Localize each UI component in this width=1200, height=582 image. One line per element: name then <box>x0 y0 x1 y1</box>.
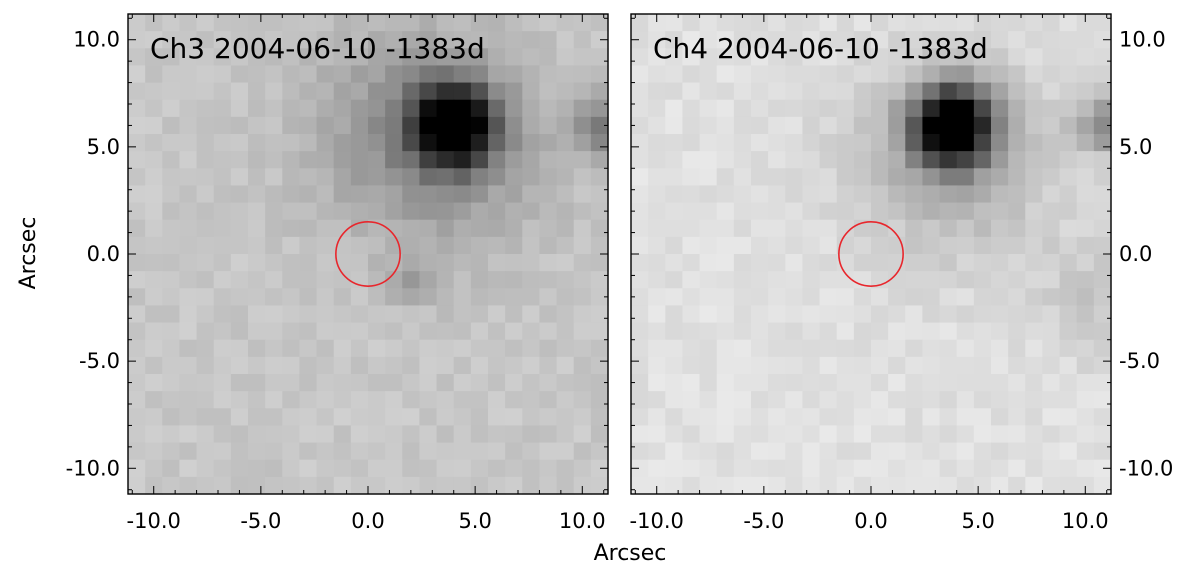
y-tick-label: -5.0 <box>1119 349 1160 373</box>
target-circle <box>838 221 904 287</box>
x-tick-label: 0.0 <box>854 509 887 533</box>
panel-ch3: -10.0 -10.0 -5.0 -5.0 0.0 0.0 5.0 5.0 10.0 10.0 Ch… <box>66 13 609 533</box>
x-tick-label: 5.0 <box>458 509 491 533</box>
panel-ch4: -10.0 -10.0 -5.0 -5.0 0.0 0.0 5.0 5.0 10.0 10.0 Ch… <box>630 13 1173 533</box>
x-axis-label: Arcsec <box>594 541 667 566</box>
panel-title: Ch3 2004-06-10 -1383d <box>150 32 485 65</box>
y-axis-label: Arcsec <box>16 217 41 290</box>
x-tick-label: 10.0 <box>1062 509 1109 533</box>
x-tick-label: 5.0 <box>961 509 994 533</box>
panel-title: Ch4 2004-06-10 -1383d <box>653 32 988 65</box>
target-circle <box>335 221 401 287</box>
x-tick-label: 10.0 <box>559 509 606 533</box>
y-tick-label: 10.0 <box>1119 28 1166 52</box>
y-tick-label: -10.0 <box>1119 456 1173 480</box>
ticks <box>631 14 1111 494</box>
x-tick-label: 0.0 <box>351 509 384 533</box>
x-tick-label: -5.0 <box>240 509 281 533</box>
x-tick-label: -10.0 <box>630 509 684 533</box>
y-tick-label: 0.0 <box>1119 242 1152 266</box>
y-tick-label: -10.0 <box>66 456 120 480</box>
y-tick-label: 10.0 <box>73 28 120 52</box>
y-tick-label: 5.0 <box>87 135 120 159</box>
y-tick-label: 0.0 <box>87 242 120 266</box>
x-tick-label: -5.0 <box>743 509 784 533</box>
y-tick-label: -5.0 <box>79 349 120 373</box>
image-pixels <box>631 14 1112 495</box>
ticks <box>128 14 608 494</box>
y-tick-label: 5.0 <box>1119 135 1152 159</box>
image-pixels <box>128 14 609 495</box>
x-tick-label: -10.0 <box>127 509 181 533</box>
